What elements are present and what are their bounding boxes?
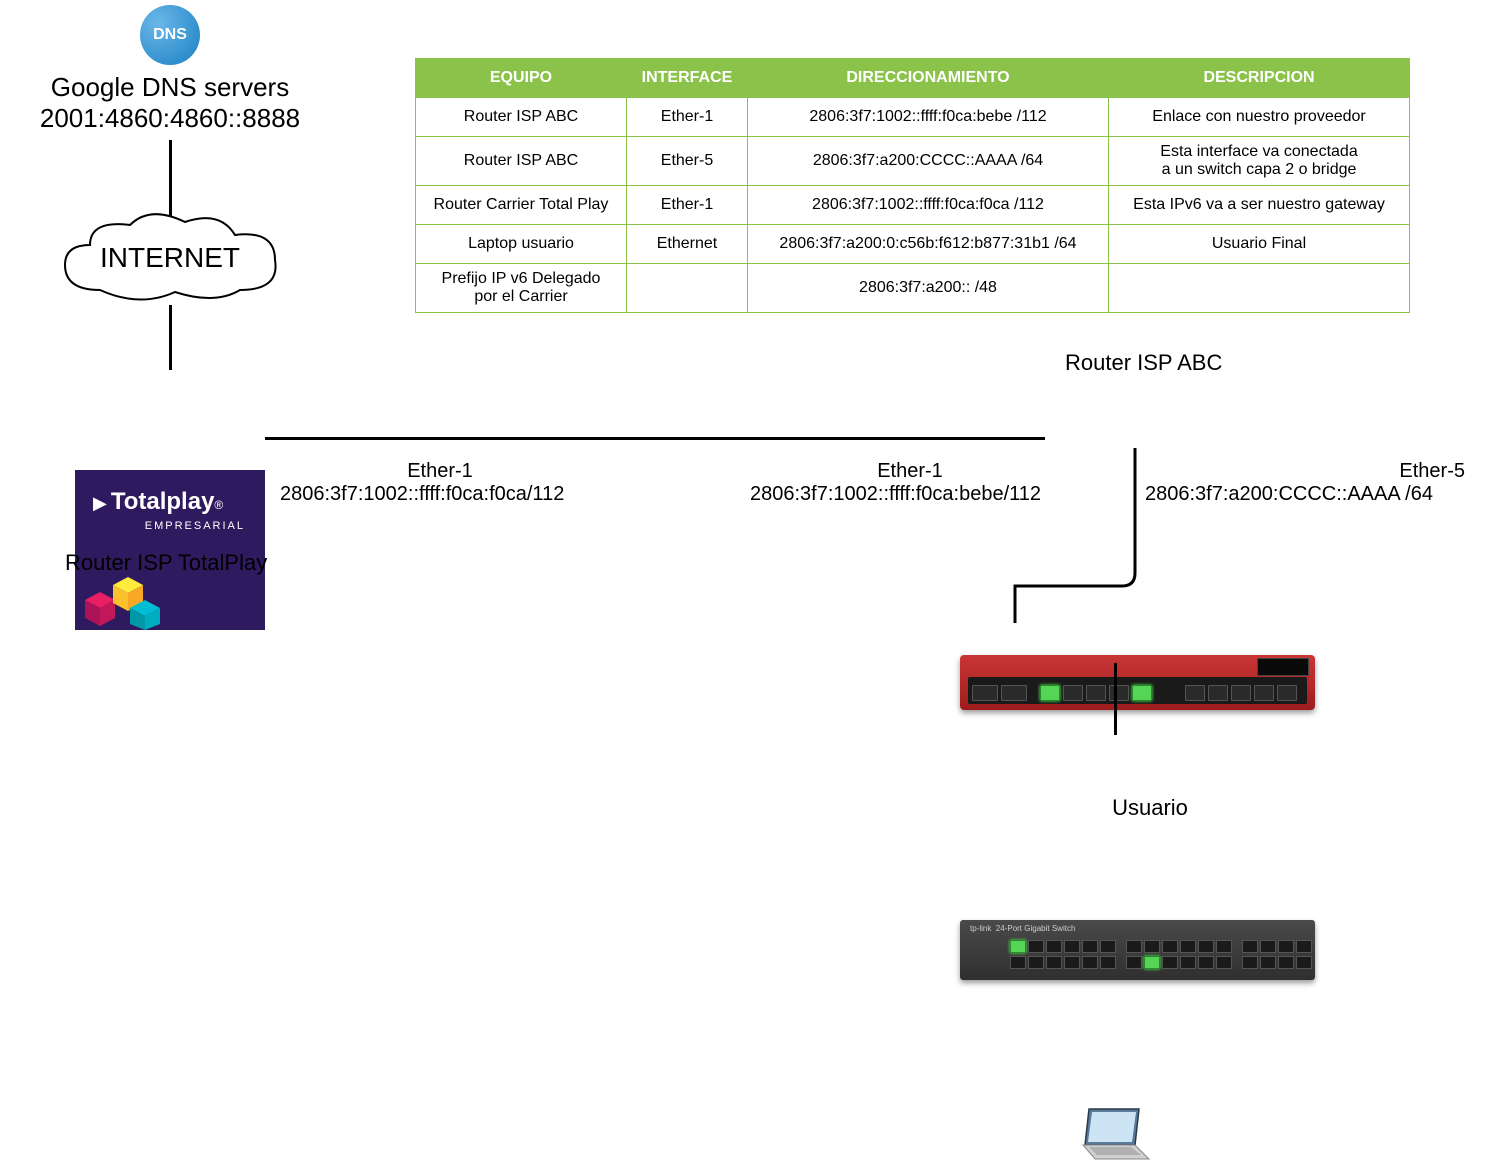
dns-icon: DNS	[140, 5, 200, 65]
dns-text-block: Google DNS servers 2001:4860:4860::8888	[10, 72, 330, 134]
cloud-label: INTERNET	[55, 242, 285, 274]
totalplay-brand: Totalplay	[111, 488, 215, 516]
internet-cloud: INTERNET	[55, 210, 285, 310]
switch-brand: tp-link	[970, 924, 991, 933]
left-ether1-addr: 2806:3f7:1002::ffff:f0ca:f0ca/112	[280, 483, 600, 506]
switch-port-user	[1144, 956, 1160, 969]
link-cloud-totalplay	[169, 305, 172, 370]
col-equipo: EQUIPO	[416, 59, 627, 98]
table-row: Router ISP ABC Ether-1 2806:3f7:1002::ff…	[416, 98, 1410, 137]
router-port-ether5	[1132, 685, 1152, 701]
left-ether1-name: Ether-1	[280, 460, 600, 483]
link-dns-cloud	[169, 140, 172, 218]
table-row: Router Carrier Total Play Ether-1 2806:3…	[416, 186, 1410, 225]
link-switch-laptop	[1114, 663, 1117, 735]
totalplay-tag: EMPRESARIAL	[93, 520, 265, 532]
table-row: Laptop usuario Ethernet 2806:3f7:a200:0:…	[416, 225, 1410, 264]
addressing-table: EQUIPO INTERFACE DIRECCIONAMIENTO DESCRI…	[415, 58, 1410, 313]
router-port-ether1	[1040, 685, 1060, 701]
switch-model: 24-Port Gigabit Switch	[996, 924, 1076, 933]
laptop-caption: Usuario	[1075, 795, 1225, 821]
table-row: Router ISP ABC Ether-5 2806:3f7:a200:CCC…	[416, 137, 1410, 186]
switch-port-uplink	[1010, 940, 1026, 953]
link-totalplay-router	[265, 437, 1045, 440]
dns-title: Google DNS servers	[10, 72, 330, 103]
totalplay-caption: Router ISP TotalPlay	[65, 550, 267, 576]
col-interface: INTERFACE	[627, 59, 748, 98]
router-isp-abc	[960, 655, 1315, 710]
dns-address: 2001:4860:4860::8888	[10, 103, 330, 134]
router-lcd	[1257, 658, 1309, 676]
left-ether1-block: Ether-1 2806:3f7:1002::ffff:f0ca:f0ca/11…	[280, 460, 600, 506]
router-caption: Router ISP ABC	[1065, 350, 1222, 376]
col-direccionamiento: DIRECCIONAMIENTO	[748, 59, 1109, 98]
layer2-switch: tp-link 24-Port Gigabit Switch	[960, 920, 1315, 980]
link-router-switch	[960, 448, 1320, 628]
table-row: Prefijo IP v6 Delegado por el Carrier 28…	[416, 264, 1410, 313]
col-descripcion: DESCRIPCION	[1109, 59, 1410, 98]
user-laptop	[1075, 1105, 1155, 1165]
table-header-row: EQUIPO INTERFACE DIRECCIONAMIENTO DESCRI…	[416, 59, 1410, 98]
dns-icon-label: DNS	[153, 26, 187, 44]
